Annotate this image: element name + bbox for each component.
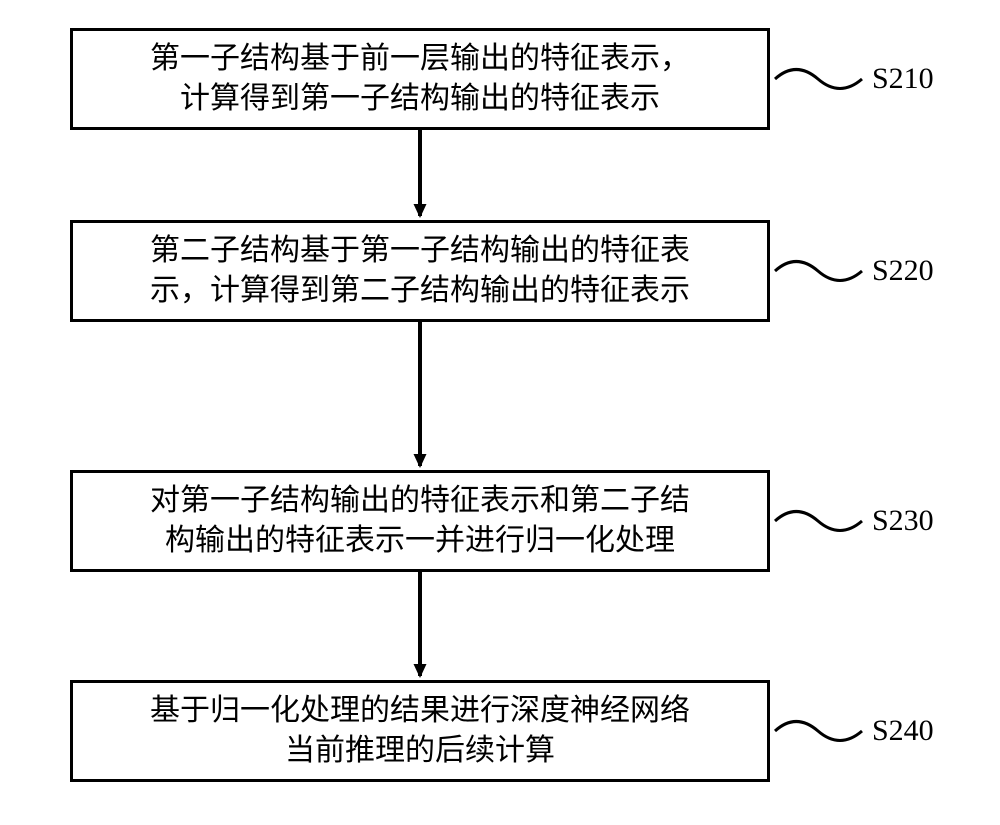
flowchart-canvas: 第一子结构基于前一层输出的特征表示，计算得到第一子结构输出的特征表示 S210 … — [0, 0, 1000, 825]
label-connectors — [0, 0, 1000, 825]
